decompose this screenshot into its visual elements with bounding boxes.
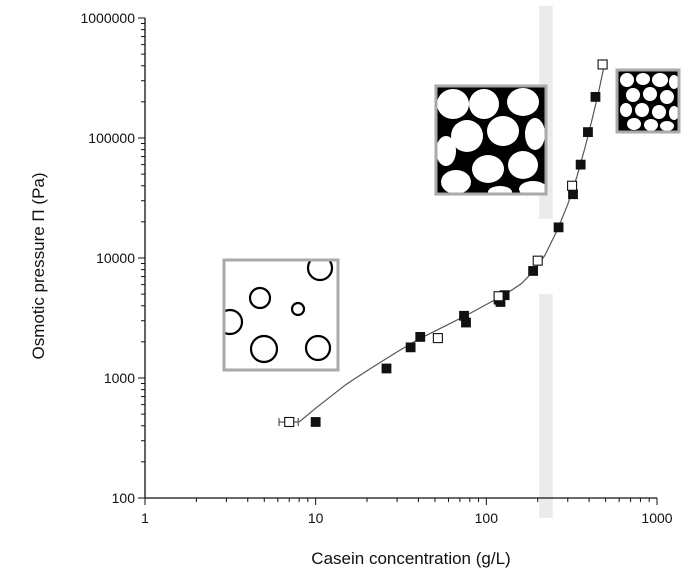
y-tick-label: 100000 — [88, 130, 135, 146]
micelle-circle — [249, 334, 279, 364]
filled-data-point — [381, 363, 392, 374]
compressed-micelle — [652, 105, 666, 119]
compressed-micelle — [644, 119, 658, 131]
deformed-micelle — [488, 186, 512, 193]
compressed-micelle — [643, 87, 657, 101]
deformed-micelle — [469, 89, 499, 119]
inset-compressed — [615, 68, 681, 134]
inset-dilute-circles — [225, 261, 334, 364]
x-tick-label: 100 — [475, 510, 499, 526]
micelle-circle — [290, 301, 306, 317]
filled-data-point — [461, 317, 471, 328]
compressed-micelle — [620, 103, 632, 117]
x-tick-label: 1 — [141, 510, 149, 526]
y-tick-label: 1000000 — [80, 10, 135, 26]
open-data-point — [284, 416, 295, 428]
compressed-micelle — [627, 118, 641, 130]
deformed-micelle — [507, 88, 539, 116]
filled-data-point — [590, 92, 601, 102]
open-data-point — [597, 59, 608, 70]
compressed-micelle — [626, 88, 640, 102]
compressed-micelle — [660, 90, 674, 104]
y-tick-label: 100 — [112, 490, 136, 506]
data-points — [278, 59, 608, 428]
x-tick-label: 1000 — [641, 510, 672, 526]
deformed-micelle — [441, 170, 471, 193]
deformed-micelle — [451, 120, 483, 152]
x-tick-label: 10 — [308, 510, 324, 526]
compressed-micelle — [652, 73, 668, 87]
axes: 1 10 100 1000 100 1000 10000 100000 1000000 — [80, 10, 672, 526]
y-tick-label: 1000 — [104, 370, 135, 386]
inset-compressed-cells — [618, 71, 678, 131]
band-lower — [539, 294, 553, 518]
compressed-micelle — [620, 73, 634, 87]
compressed-micelle — [660, 121, 674, 131]
filled-data-point — [575, 159, 586, 170]
deformed-micelle — [508, 151, 538, 179]
filled-data-point — [583, 127, 593, 137]
inset-packed — [434, 84, 548, 196]
open-data-point — [567, 180, 578, 191]
deformed-micelle — [437, 136, 456, 166]
filled-data-point — [528, 266, 539, 276]
x-axis-title: Casein concentration (g/L) — [311, 549, 510, 568]
inset-dilute-frame — [222, 258, 340, 372]
filled-data-point — [568, 189, 578, 200]
inset-dilute — [222, 258, 340, 372]
y-axis-title: Osmotic pressure Π (Pa) — [29, 172, 48, 359]
y-tick-label: 10000 — [96, 250, 135, 266]
filled-data-point — [553, 222, 564, 233]
deformed-micelle — [472, 155, 504, 183]
open-data-point — [432, 333, 443, 344]
filled-data-point — [405, 342, 416, 353]
compressed-micelle — [635, 103, 649, 117]
micelle-circle — [248, 286, 272, 310]
filled-data-point — [415, 332, 426, 342]
fit-curve — [298, 65, 605, 423]
structure-insets — [222, 68, 681, 372]
compressed-micelle — [636, 73, 650, 85]
deformed-micelle — [437, 89, 469, 119]
compressed-micelle — [669, 75, 678, 89]
micelle-circle — [304, 334, 332, 362]
open-data-point — [532, 255, 543, 266]
micelle-circle — [225, 308, 244, 336]
open-data-point — [493, 291, 504, 302]
inset-packed-cells — [437, 87, 545, 193]
compressed-micelle — [669, 106, 678, 120]
micelle-circle — [306, 261, 334, 282]
filled-data-point — [310, 417, 321, 427]
deformed-micelle — [519, 181, 545, 193]
deformed-micelle — [487, 116, 519, 146]
deformed-micelle — [525, 118, 545, 150]
